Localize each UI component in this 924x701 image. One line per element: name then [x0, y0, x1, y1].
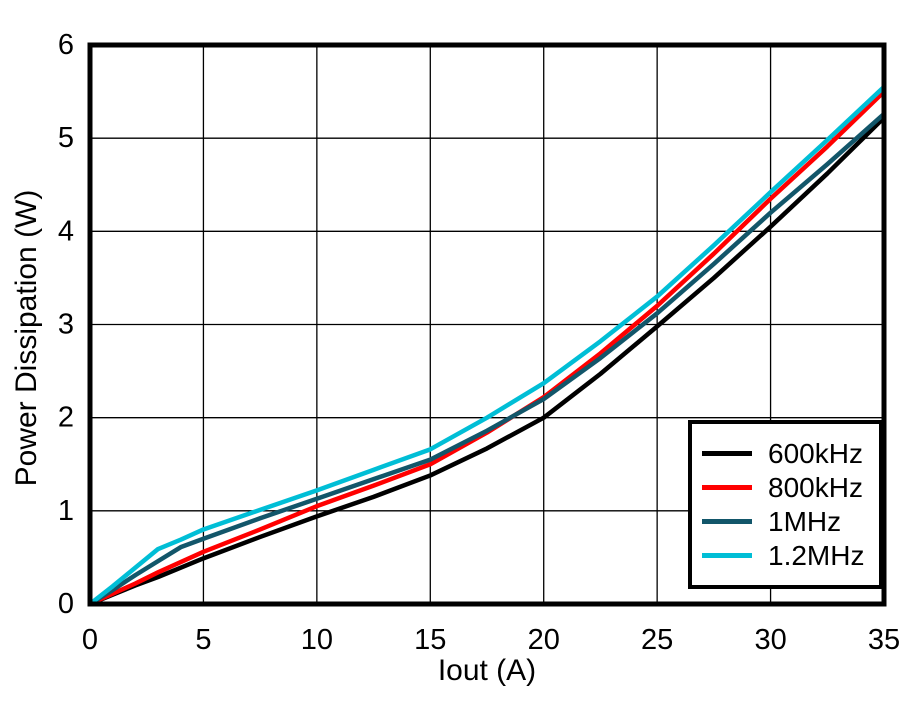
y-tick-label: 3: [58, 309, 74, 341]
legend-entry-800khz: 800kHz: [702, 471, 879, 505]
legend-entry-1.2mhz: 1.2MHz: [702, 539, 879, 573]
x-tick-label: 0: [82, 624, 98, 656]
legend-entry-1mhz: 1MHz: [702, 505, 879, 539]
legend-label: 600kHz: [768, 437, 863, 469]
y-tick-label: 1: [58, 495, 74, 527]
series-line-1mhz: [88, 112, 886, 606]
x-tick-label: 30: [754, 624, 786, 656]
x-tick-label: 35: [868, 624, 900, 656]
legend-swatch: [702, 553, 752, 558]
x-tick-labels: 0 5 10 15 20 25 30 35: [82, 624, 900, 656]
x-tick-label: 10: [301, 624, 333, 656]
y-tick-label: 6: [58, 29, 74, 61]
legend-swatch: [702, 451, 752, 456]
y-tick-label: 0: [58, 588, 74, 620]
x-tick-label: 20: [528, 624, 560, 656]
y-tick-label: 4: [58, 215, 74, 247]
legend-label: 1MHz: [768, 505, 842, 537]
legend-label: 800kHz: [768, 471, 863, 503]
x-tick-label: 15: [414, 624, 446, 656]
y-tick-label: 2: [58, 402, 74, 434]
x-tick-label: 25: [641, 624, 673, 656]
series-line-1.2mhz: [88, 85, 886, 606]
legend-swatch: [702, 485, 752, 490]
series-line-800khz: [89, 89, 886, 607]
y-tick-labels: 0 1 2 3 4 5 6: [58, 29, 74, 620]
x-axis-title: Iout (A): [437, 654, 537, 687]
series-lines: [88, 85, 886, 607]
legend-entry-600khz: 600kHz: [702, 437, 879, 471]
legend-label: 1.2MHz: [768, 539, 865, 571]
y-axis-title: Power Dissipation (W): [10, 189, 43, 487]
series-line-600khz: [89, 116, 886, 607]
x-tick-label: 5: [195, 624, 211, 656]
plot-border: [87, 42, 887, 607]
legend: 600kHz 800kHz 1MHz 1.2MHz: [688, 420, 883, 589]
legend-swatch: [702, 519, 752, 524]
y-tick-label: 5: [58, 122, 74, 154]
